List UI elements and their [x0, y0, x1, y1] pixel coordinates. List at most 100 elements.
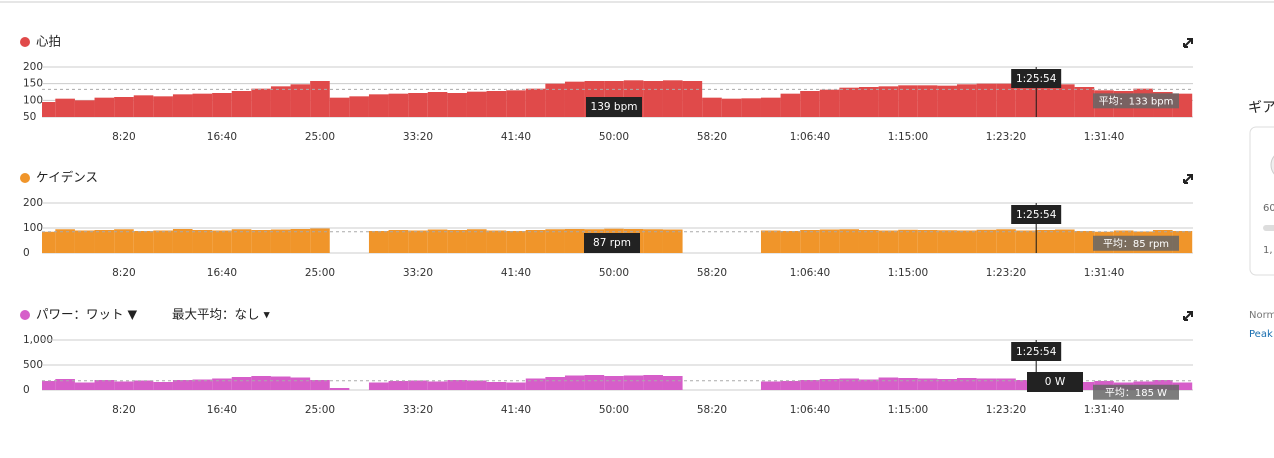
area-segment [74, 230, 95, 253]
area-segment [172, 380, 193, 390]
cursor-badge [1011, 69, 1062, 88]
x-tick-label: 1:23:20 [986, 267, 1026, 279]
area-segment [584, 375, 605, 390]
area-segment [996, 229, 1016, 253]
x-tick-label: 41:40 [501, 404, 531, 416]
area-segment [212, 230, 232, 253]
area-segment [486, 230, 507, 253]
cursor-label: 1:25:54 [1016, 346, 1057, 358]
area-segment [956, 230, 977, 253]
expand-icon[interactable] [1183, 38, 1193, 48]
y-tick-label: 500 [23, 359, 43, 371]
sidebar-link[interactable]: Norm [1249, 310, 1274, 321]
area-segment [819, 379, 840, 390]
area-segment [780, 381, 801, 390]
area-segment [1074, 231, 1095, 253]
area-segment [682, 81, 703, 117]
area-segment [839, 229, 859, 253]
area-segment [604, 376, 624, 390]
average-label: 平均：85 rpm [1103, 238, 1169, 250]
area-segment [819, 89, 840, 117]
area-segment [74, 100, 95, 117]
y-tick-label: 0 [23, 247, 30, 259]
x-tick-label: 33:20 [403, 404, 433, 416]
area-segment [976, 378, 997, 390]
area-segment [486, 91, 507, 117]
area-segment [251, 230, 271, 253]
average-badge [1093, 384, 1179, 400]
area-segment [251, 88, 271, 117]
sidebar-value: 60 [1263, 203, 1274, 214]
area-segment [486, 382, 507, 390]
area-segment [55, 229, 75, 253]
cursor-label: 1:25:54 [1016, 73, 1057, 85]
chart-title[interactable]: パワー：ワット ▼ [36, 307, 137, 322]
area-segment [231, 377, 252, 390]
area-segment [133, 380, 154, 390]
sidebar-gauge [1270, 155, 1274, 175]
expand-icon[interactable] [1183, 174, 1193, 184]
area-segment [427, 92, 448, 117]
area-segment [42, 231, 56, 253]
x-tick-label: 16:40 [207, 131, 237, 143]
area-segment [643, 81, 663, 117]
tooltip-box [586, 97, 642, 117]
area-segment [623, 375, 644, 390]
area-segment [192, 93, 213, 117]
x-tick-label: 58:20 [697, 404, 727, 416]
area-segment [329, 97, 350, 117]
y-tick-label: 1,000 [23, 334, 53, 346]
area-segment [780, 93, 801, 117]
area-segment [290, 377, 311, 390]
chart-title[interactable]: 心拍 [36, 34, 61, 49]
x-tick-label: 25:00 [305, 131, 335, 143]
area-segment [1015, 230, 1036, 253]
area-segment [212, 378, 232, 390]
area-segment [388, 381, 409, 390]
x-tick-label: 41:40 [501, 267, 531, 279]
area-segment [427, 229, 448, 253]
area-segment [878, 86, 899, 117]
y-tick-label: 0 [23, 384, 30, 396]
area-segment [545, 83, 565, 117]
area-segment [545, 229, 565, 253]
x-tick-label: 50:00 [599, 267, 629, 279]
expand-icon[interactable] [1183, 311, 1193, 321]
area-segment [506, 382, 526, 390]
area-segment [329, 388, 350, 390]
chart-subtitle[interactable]: 最大平均：なし ▾ [172, 307, 270, 322]
chart-title[interactable]: ケイデンス [36, 170, 98, 185]
area-segment [917, 378, 938, 390]
sidebar-link[interactable]: Peak [1249, 329, 1273, 340]
area-segment [290, 84, 311, 117]
area-segment [917, 85, 938, 117]
area-segment [172, 94, 193, 117]
area-segment [270, 229, 291, 253]
y-tick-label: 50 [23, 111, 36, 123]
area-segment [956, 84, 977, 117]
area-segment [662, 80, 683, 117]
tooltip-label: 87 rpm [593, 237, 631, 249]
average-badge [1093, 93, 1179, 109]
y-tick-label: 100 [23, 94, 43, 106]
area-segment [839, 378, 859, 390]
x-tick-label: 33:20 [403, 131, 433, 143]
area-segment [741, 98, 761, 117]
area-segment [643, 375, 663, 390]
area-segment [270, 86, 291, 117]
area-segment [447, 230, 467, 253]
x-tick-label: 16:40 [207, 404, 237, 416]
area-segment [917, 230, 938, 253]
area-segment [1015, 83, 1036, 117]
x-tick-label: 1:15:00 [888, 267, 928, 279]
legend-dot [20, 37, 30, 47]
area-segment [898, 85, 918, 117]
x-tick-label: 8:20 [112, 404, 136, 416]
area-segment [780, 231, 801, 253]
area-segment [956, 378, 977, 390]
area-segment [42, 381, 56, 390]
area-segment [545, 377, 565, 390]
area-segment [898, 229, 918, 253]
area-segment [1074, 87, 1095, 117]
